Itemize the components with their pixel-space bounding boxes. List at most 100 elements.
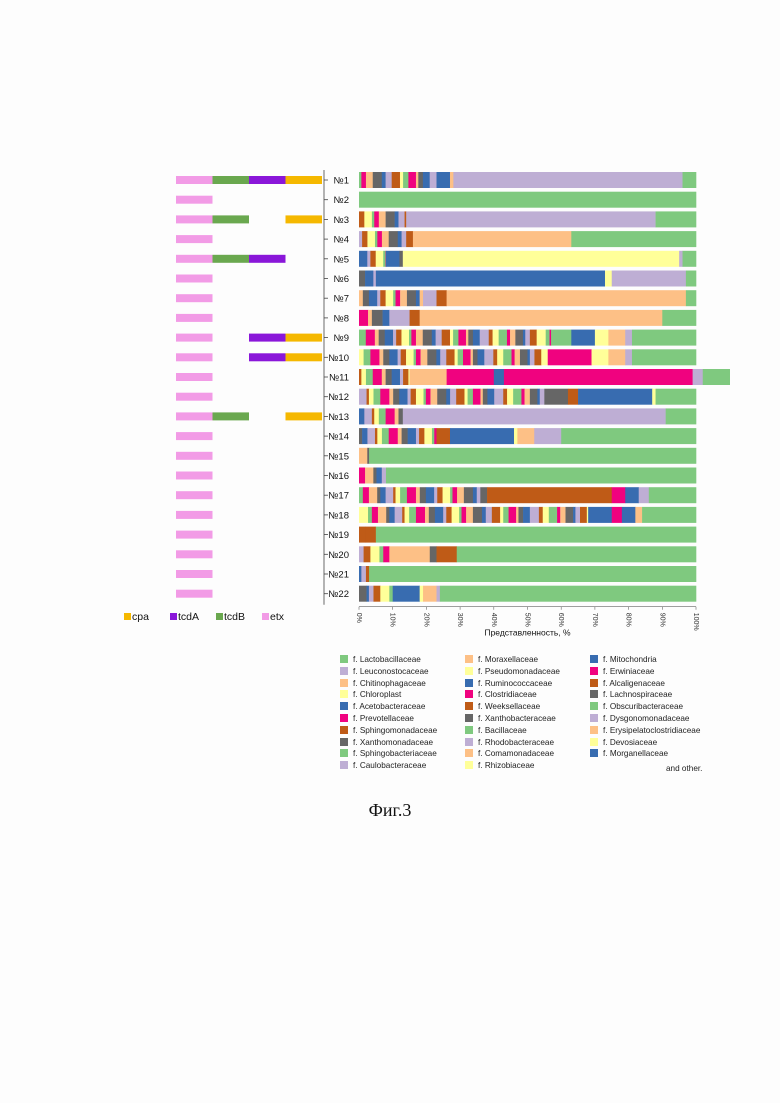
segment-minor (436, 330, 442, 346)
segment-21-1 (369, 566, 696, 582)
segment-minor (379, 330, 385, 346)
segment-8-1 (372, 310, 382, 326)
legend-swatch (340, 679, 348, 687)
segment-5-4 (679, 251, 683, 267)
segment-22-3 (423, 586, 437, 602)
segment-minor (359, 231, 362, 247)
segment-minor (503, 349, 512, 365)
segment-minor (416, 290, 420, 306)
gene-legend-label-tcdB: tcdB (224, 611, 245, 623)
gene-bar-etx-18 (176, 511, 213, 519)
segment-minor (366, 172, 373, 188)
row-label-20: №20 (328, 550, 349, 561)
segment-minor (525, 330, 530, 346)
segment-minor (418, 172, 423, 188)
segment-minor (361, 369, 366, 385)
segment-6-3 (612, 271, 686, 287)
segment-minor (482, 507, 486, 523)
segment-1-3 (453, 172, 682, 188)
legend-label: f. Mitochondria (603, 655, 657, 664)
legend-label: f. Comamonadaceae (478, 749, 554, 758)
row-label-15: №15 (328, 451, 349, 462)
segment-minor (377, 290, 380, 306)
segment-minor (477, 487, 481, 503)
gene-bar-etx-10 (176, 353, 213, 361)
segment-minor (432, 428, 435, 444)
segment-minor (516, 507, 519, 523)
x-tick-label: 30% (456, 613, 463, 627)
segment-minor (458, 349, 464, 365)
segment-9-4 (608, 330, 625, 346)
segment-minor (383, 546, 389, 562)
segment-minor (429, 507, 435, 523)
segment-minor (453, 330, 459, 346)
segment-minor (359, 290, 363, 306)
segment-minor (359, 330, 366, 346)
segment-minor (540, 389, 545, 405)
legend-label: f. Dysgonomonadaceae (603, 714, 689, 723)
segment-minor (497, 349, 503, 365)
legend-item: f. Dysgonomonadaceae (590, 713, 689, 724)
segment-minor (393, 389, 399, 405)
segment-minor (367, 389, 370, 405)
row-label-4: №4 (334, 235, 349, 246)
segment-minor (364, 546, 371, 562)
segment-7-1 (420, 290, 424, 306)
segment-6-2 (605, 271, 612, 287)
segment-minor (539, 507, 543, 523)
segment-minor (518, 507, 523, 523)
segment-9-1 (551, 330, 572, 346)
segment-minor (507, 330, 510, 346)
segment-19-1 (366, 527, 376, 543)
segment-minor (364, 408, 372, 424)
segment-minor (557, 507, 560, 523)
segment-minor (500, 507, 503, 523)
segment-minor (393, 487, 396, 503)
segment-minor (364, 349, 371, 365)
segment-minor (523, 507, 530, 523)
segment-11-6 (703, 369, 730, 385)
gene-bar-tcdB-1 (213, 176, 250, 184)
row-label-7: №7 (334, 294, 349, 305)
legend-label: f. Sphingomonadaceae (353, 726, 437, 735)
row-label-10: №10 (328, 353, 349, 364)
segment-5-1 (386, 251, 400, 267)
row-label-19: №19 (328, 530, 349, 541)
segment-10-5 (632, 349, 696, 365)
gene-bar-etx-19 (176, 531, 213, 539)
segment-minor (379, 408, 386, 424)
segment-8-3 (389, 310, 410, 326)
legend-label: f. Weeksellaceae (478, 702, 540, 711)
segment-minor (373, 369, 382, 385)
segment-minor (386, 369, 392, 385)
segment-minor (530, 389, 538, 405)
segment-minor (530, 349, 535, 365)
segment-minor (359, 487, 363, 503)
segment-minor (359, 389, 367, 405)
segment-minor (372, 211, 375, 227)
segment-minor (537, 330, 546, 346)
segment-minor (369, 487, 378, 503)
segment-minor (425, 507, 429, 523)
segment-minor (399, 389, 408, 405)
segment-minor (442, 330, 451, 346)
gene-bar-tcdB-13 (213, 412, 250, 420)
segment-2-1 (359, 192, 696, 208)
segment-minor (458, 330, 466, 346)
legend-item: f. Clostridiaceae (465, 689, 537, 700)
segment-minor (380, 487, 386, 503)
legend-item: f. Acetobacteraceae (340, 701, 425, 712)
segment-minor (513, 389, 522, 405)
segment-minor (546, 330, 550, 346)
segment-minor (437, 389, 446, 405)
legend-item: f. Devosiaceae (590, 737, 657, 748)
row-label-16: №16 (328, 471, 349, 482)
legend-label: f. Rhodobacteraceae (478, 738, 554, 747)
segment-minor (373, 586, 380, 602)
gene-legend-label-tcdA: tcdA (178, 611, 199, 623)
segment-minor (374, 211, 379, 227)
segment-5-2 (399, 251, 403, 267)
segment-minor (463, 349, 471, 365)
legend-swatch (340, 667, 348, 675)
segment-minor (541, 349, 548, 365)
